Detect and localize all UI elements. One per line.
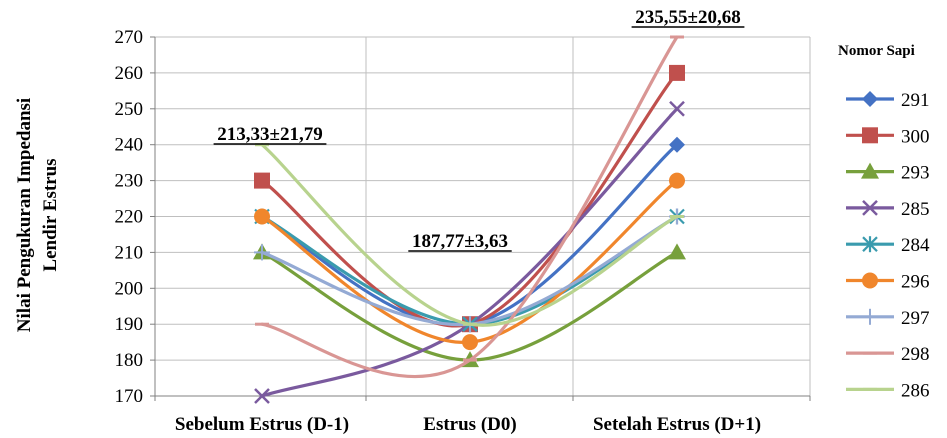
legend-marker — [862, 200, 878, 216]
legend-entry-300: 300 — [846, 126, 930, 147]
legend-marker — [861, 162, 879, 179]
legend-label: 298 — [901, 344, 930, 365]
legend-label: 291 — [901, 90, 930, 111]
y-axis-label-line: Nilai Pengukuran Impedansi — [14, 98, 35, 332]
series-line-298 — [260, 35, 679, 379]
y-tick-label: 250 — [115, 99, 144, 120]
y-tick-label: 200 — [115, 278, 144, 299]
x-category-label: Estrus (D0) — [423, 414, 516, 435]
legend-entry-298: 298 — [846, 344, 930, 365]
legend-title: Nomor Sapi — [838, 43, 915, 59]
series-lines — [253, 35, 686, 404]
series-298 — [255, 35, 684, 379]
series-296 — [254, 172, 685, 351]
legend-label: 300 — [901, 126, 930, 147]
series-284 — [254, 208, 685, 333]
legend-entry-293: 293 — [846, 162, 930, 184]
y-tick-label: 240 — [115, 135, 144, 156]
annotation-mean-sd: 213,33±21,79 — [217, 124, 322, 145]
legend-entry-286: 286 — [846, 380, 930, 401]
series-297 — [254, 208, 685, 333]
legend-entry-297: 297 — [846, 308, 930, 329]
y-tick-label: 270 — [115, 27, 144, 48]
annotation-mean-sd: 187,77±3,63 — [412, 231, 508, 252]
legend-marker — [862, 272, 878, 289]
y-axis-label: Nilai Pengukuran Impedansi Lendir Estrus — [14, 98, 61, 332]
annotations: 213,33±21,79 187,77±3,63 235,55±20,68 — [213, 7, 745, 252]
data-point-297 — [254, 244, 270, 261]
y-tick-label: 230 — [115, 171, 144, 192]
y-tick-label: 170 — [115, 386, 144, 407]
data-point-296 — [254, 208, 270, 225]
y-tick-label: 180 — [115, 350, 144, 371]
y-tick-label: 260 — [115, 63, 144, 84]
legend-marker — [862, 308, 878, 325]
gridlines — [154, 36, 811, 397]
legend-entry-296: 296 — [846, 272, 930, 293]
legend-marker — [862, 127, 878, 144]
axes: 170 180 190 200 210 220 230 240 250 260 270 Sebelum… — [115, 27, 811, 435]
legend: Nomor Sapi 291 300 293 285 284 296 297 298 286 — [838, 43, 930, 401]
y-tick-label: 220 — [115, 207, 144, 228]
annotation-mean-sd: 235,55±20,68 — [635, 7, 740, 28]
x-category-label: Sebelum Estrus (D-1) — [175, 414, 349, 435]
y-axis-label-line: Lendir Estrus — [40, 158, 61, 271]
legend-entry-291: 291 — [846, 90, 930, 111]
legend-label: 296 — [901, 272, 930, 293]
legend-label: 297 — [901, 308, 930, 329]
y-tick-label: 190 — [115, 314, 144, 335]
data-point-293 — [668, 243, 686, 260]
legend-label: 285 — [901, 199, 930, 220]
y-tick-label: 210 — [115, 242, 144, 263]
legend-marker — [862, 236, 878, 253]
legend-label: 286 — [901, 380, 930, 401]
data-point-300 — [669, 64, 685, 81]
data-point-285 — [254, 388, 270, 404]
data-point-300 — [254, 172, 270, 189]
legend-marker — [862, 91, 878, 107]
legend-label: 293 — [901, 163, 930, 184]
legend-label: 284 — [901, 235, 930, 256]
legend-entry-285: 285 — [846, 199, 930, 220]
data-point-296 — [669, 172, 685, 189]
data-point-285 — [669, 100, 685, 117]
x-category-label: Setelah Estrus (D+1) — [593, 414, 761, 435]
data-point-291 — [669, 136, 685, 153]
data-point-296 — [462, 334, 478, 351]
legend-entry-284: 284 — [846, 235, 930, 256]
